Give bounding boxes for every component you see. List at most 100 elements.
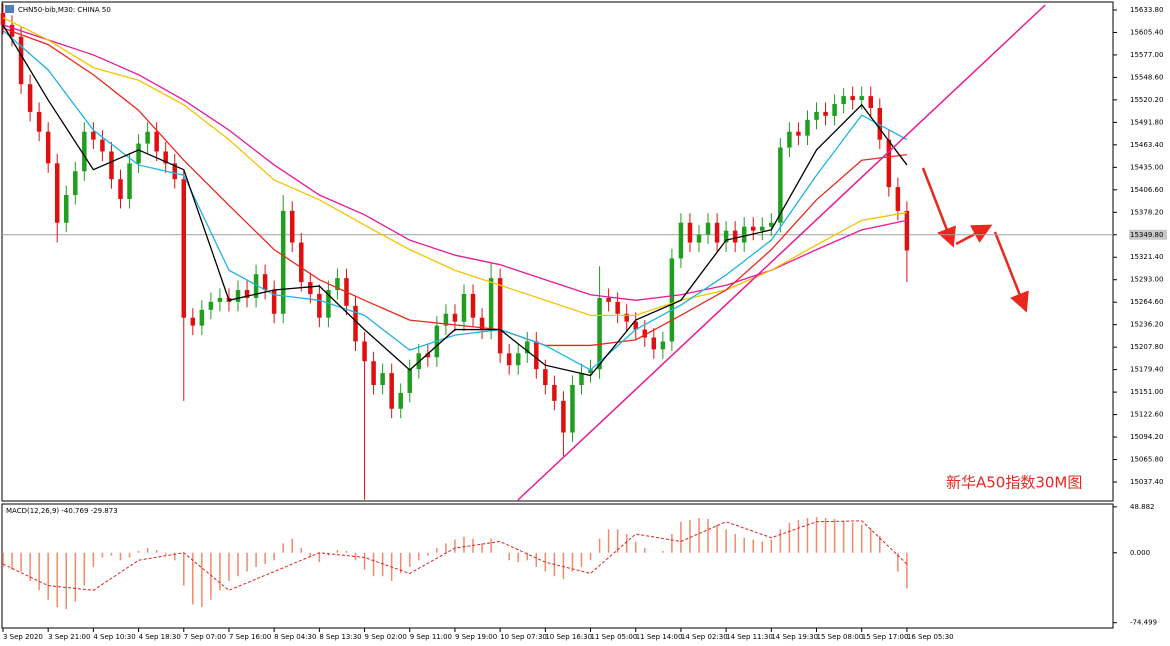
candle-body xyxy=(723,230,729,243)
x-tick-label: 14 Sep 02:30 xyxy=(681,633,728,641)
candle-body xyxy=(615,301,620,314)
candle-body xyxy=(606,297,611,302)
candle-body xyxy=(904,210,910,251)
y-tick-label: 15179.40 xyxy=(1130,366,1163,374)
chart-title: CHN50-bib,M30: CHINA 50 xyxy=(18,6,111,14)
candle-body xyxy=(678,222,684,259)
candle-body xyxy=(769,222,774,227)
y-tick-label: 15293.00 xyxy=(1130,276,1163,284)
y-tick-label: 0.000 xyxy=(1130,549,1150,557)
candle-body xyxy=(796,131,801,136)
candle-body xyxy=(805,119,810,136)
x-tick-label: 9 Sep 11:00 xyxy=(410,633,452,641)
candle-body xyxy=(552,384,557,401)
candle-body xyxy=(335,278,340,291)
candle-body xyxy=(308,282,313,294)
candle-body xyxy=(389,373,394,409)
candle-body xyxy=(425,353,431,358)
x-tick-label: 7 Sep 07:00 xyxy=(184,633,226,641)
candle-body xyxy=(82,131,87,172)
candle-body xyxy=(570,384,575,433)
y-tick-label: 15207.80 xyxy=(1130,343,1163,351)
moving-average-line xyxy=(2,24,908,301)
candle-body xyxy=(73,171,78,196)
x-tick-label: 9 Sep 02:00 xyxy=(365,633,407,641)
candle-body xyxy=(705,222,711,235)
candle-body xyxy=(534,341,539,370)
candle-body xyxy=(181,179,187,318)
candle-body xyxy=(525,341,530,354)
y-tick-label: 15435.00 xyxy=(1130,163,1163,171)
candle-body xyxy=(823,111,828,116)
y-tick-label: 15264.60 xyxy=(1130,298,1163,306)
candle-body xyxy=(45,131,51,164)
y-tick-label: -74.499 xyxy=(1130,619,1157,627)
candle-body xyxy=(633,321,638,330)
candle-body xyxy=(461,293,467,322)
x-tick-label: 14 Sep 11:30 xyxy=(726,633,773,641)
y-tick-label: 15378.20 xyxy=(1130,208,1163,216)
candle-body xyxy=(127,163,132,199)
candle-body xyxy=(506,353,512,366)
y-tick-label: 15548.60 xyxy=(1130,73,1163,81)
candle-body xyxy=(624,313,629,322)
candle-body xyxy=(380,373,385,385)
x-tick-label: 3 Sep 2020 xyxy=(3,633,43,641)
candle-body xyxy=(371,361,376,385)
candle-body xyxy=(398,392,403,409)
y-tick-label: 15633.80 xyxy=(1130,6,1163,14)
candle-body xyxy=(280,210,286,314)
candle-body xyxy=(317,293,322,318)
x-tick-label: 14 Sep 19:30 xyxy=(771,633,818,641)
candle-body xyxy=(714,222,720,243)
candle-body xyxy=(597,297,602,370)
candle-body xyxy=(696,234,702,243)
x-tick-label: 11 Sep 05:00 xyxy=(591,633,638,641)
y-tick-label: 15151.00 xyxy=(1130,388,1163,396)
candle-body xyxy=(886,139,892,188)
candle-body xyxy=(91,131,96,140)
candle-body xyxy=(362,341,367,362)
candle-body xyxy=(54,163,60,223)
y-tick-label: 15122.60 xyxy=(1130,411,1163,419)
candle-body xyxy=(479,317,485,330)
candle-body xyxy=(877,107,883,140)
candle-body xyxy=(64,195,69,223)
candle-body xyxy=(118,179,123,199)
candle-body xyxy=(588,369,593,374)
signal-line xyxy=(2,520,908,591)
candle-body xyxy=(814,111,819,120)
candle-body xyxy=(0,12,6,25)
y-tick-label: 15065.80 xyxy=(1130,456,1163,464)
x-tick-label: 4 Sep 18:30 xyxy=(139,633,181,641)
forecast-arrows xyxy=(921,167,1029,313)
candle-body xyxy=(109,151,114,180)
candle-body xyxy=(760,226,765,231)
candle-body xyxy=(353,305,358,342)
candle-body xyxy=(741,226,747,243)
candle-body xyxy=(18,36,24,85)
trend-line xyxy=(517,4,1046,501)
symbol-icon xyxy=(5,5,14,13)
y-tick-label: 15349.80 xyxy=(1130,231,1163,239)
y-tick-label: 15094.20 xyxy=(1130,433,1163,441)
x-tick-label: 15 Sep 17:00 xyxy=(862,633,909,641)
candle-body xyxy=(497,278,503,354)
candle-body xyxy=(217,297,223,302)
candle-body xyxy=(27,84,33,112)
candle-body xyxy=(660,341,666,350)
candle-body xyxy=(561,400,566,433)
candle-body xyxy=(253,274,259,298)
annotation: 新华A50指数30M图 xyxy=(946,474,1082,492)
candle-body xyxy=(244,290,250,298)
x-tick-label: 7 Sep 16:00 xyxy=(229,633,271,641)
candle-body xyxy=(407,369,412,393)
candle-body xyxy=(235,290,241,302)
candle-body xyxy=(262,274,268,291)
candle-body xyxy=(154,131,159,152)
y-tick-label: 15236.20 xyxy=(1130,321,1163,329)
x-tick-label: 8 Sep 13:30 xyxy=(319,633,361,641)
x-tick-label: 3 Sep 21:00 xyxy=(48,633,90,641)
